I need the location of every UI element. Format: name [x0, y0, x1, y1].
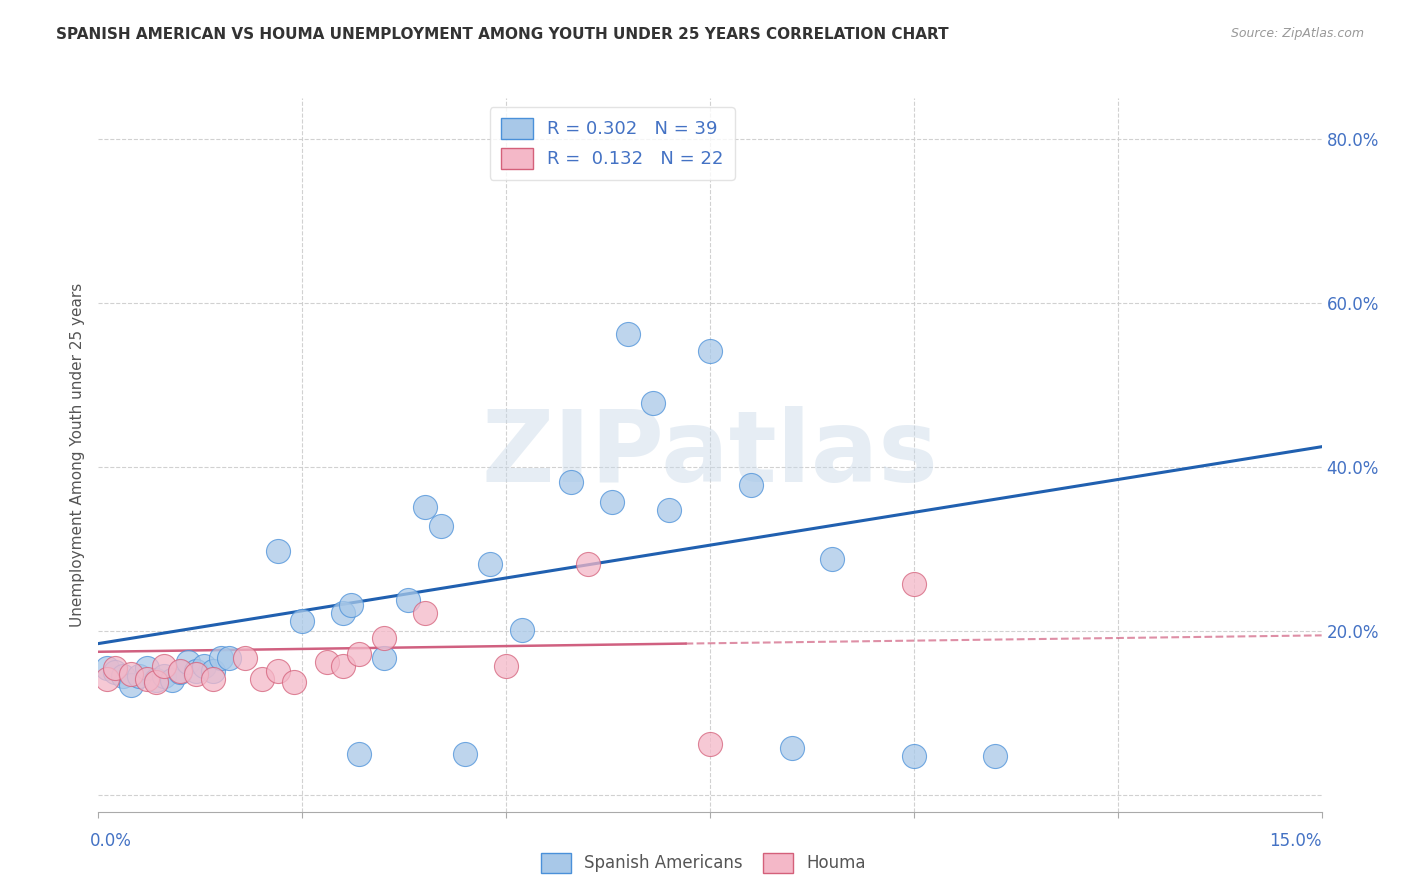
Point	[780, 740, 803, 755]
Point	[984, 748, 1007, 763]
Point	[201, 664, 224, 678]
Point	[430, 519, 453, 533]
Point	[373, 631, 395, 645]
Legend: R = 0.302   N = 39, R =  0.132   N = 22: R = 0.302 N = 39, R = 0.132 N = 22	[489, 107, 735, 179]
Point	[169, 664, 191, 678]
Text: SPANISH AMERICAN VS HOUMA UNEMPLOYMENT AMONG YOUTH UNDER 25 YEARS CORRELATION CH: SPANISH AMERICAN VS HOUMA UNEMPLOYMENT A…	[56, 27, 949, 42]
Point	[218, 650, 240, 665]
Point	[903, 576, 925, 591]
Point	[267, 664, 290, 678]
Point	[186, 664, 208, 678]
Point	[560, 475, 582, 489]
Point	[332, 658, 354, 673]
Point	[283, 675, 305, 690]
Point	[267, 544, 290, 558]
Text: 15.0%: 15.0%	[1270, 832, 1322, 850]
Point	[201, 672, 224, 686]
Point	[152, 669, 174, 683]
Point	[740, 478, 762, 492]
Point	[209, 650, 232, 665]
Point	[136, 661, 159, 675]
Point	[699, 738, 721, 752]
Point	[145, 675, 167, 690]
Point	[193, 658, 215, 673]
Point	[454, 747, 477, 762]
Point	[600, 494, 623, 508]
Point	[821, 552, 844, 566]
Point	[413, 606, 436, 620]
Point	[96, 672, 118, 686]
Point	[495, 658, 517, 673]
Point	[413, 500, 436, 514]
Point	[512, 623, 534, 637]
Point	[233, 650, 256, 665]
Text: 0.0%: 0.0%	[90, 832, 132, 850]
Point	[349, 647, 371, 661]
Point	[104, 665, 127, 680]
Point	[699, 343, 721, 358]
Point	[332, 606, 354, 620]
Point	[128, 669, 150, 683]
Point	[340, 598, 363, 612]
Point	[120, 667, 142, 681]
Text: ZIPatlas: ZIPatlas	[482, 407, 938, 503]
Point	[145, 673, 167, 688]
Point	[349, 747, 371, 762]
Point	[617, 327, 640, 342]
Point	[641, 396, 664, 410]
Point	[136, 672, 159, 686]
Point	[315, 656, 337, 670]
Point	[120, 677, 142, 691]
Point	[160, 673, 183, 688]
Point	[291, 615, 314, 629]
Point	[478, 557, 501, 571]
Point	[903, 748, 925, 763]
Point	[104, 661, 127, 675]
Point	[658, 503, 681, 517]
Point	[152, 658, 174, 673]
Point	[576, 557, 599, 571]
Legend: Spanish Americans, Houma: Spanish Americans, Houma	[534, 847, 872, 880]
Point	[373, 650, 395, 665]
Point	[177, 656, 200, 670]
Point	[96, 661, 118, 675]
Point	[111, 669, 134, 683]
Text: Source: ZipAtlas.com: Source: ZipAtlas.com	[1230, 27, 1364, 40]
Point	[396, 593, 419, 607]
Point	[186, 667, 208, 681]
Point	[250, 672, 273, 686]
Point	[169, 665, 191, 680]
Y-axis label: Unemployment Among Youth under 25 years: Unemployment Among Youth under 25 years	[70, 283, 86, 627]
